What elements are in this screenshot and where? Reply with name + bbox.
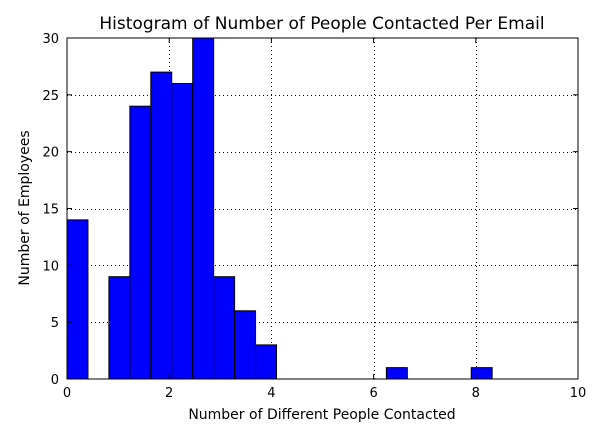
histogram-bar (150, 71, 173, 380)
x-tick-label: 8 (472, 386, 480, 401)
x-tick-label: 6 (369, 386, 377, 401)
histogram-bar (129, 105, 152, 380)
x-axis-label: Number of Different People Contacted (188, 407, 455, 423)
x-tick-label: 0 (63, 386, 71, 401)
y-tick-label: 30 (42, 32, 59, 47)
y-tick-label: 5 (51, 316, 59, 331)
x-axis-ticks: 0 2 4 6 8 10 (63, 38, 586, 401)
y-axis-label: Number of Employees (17, 130, 33, 285)
histogram-bar (255, 344, 278, 380)
x-tick-label: 4 (267, 386, 275, 401)
histogram-bar (66, 219, 89, 380)
y-tick-label: 20 (42, 146, 59, 161)
chart-title: Histogram of Number of People Contacted … (99, 14, 544, 34)
y-tick-label: 10 (42, 259, 59, 274)
y-tick-label: 15 (42, 203, 59, 218)
histogram-bar (108, 276, 131, 380)
histogram-bar (385, 367, 408, 380)
y-axis-ticks: 0 5 10 15 20 25 30 (42, 32, 578, 388)
histogram-bar (192, 37, 215, 380)
histogram-bar (213, 276, 236, 380)
histogram-bar (470, 367, 493, 380)
x-tick-label: 2 (165, 386, 173, 401)
bars-group (66, 37, 493, 380)
histogram-bar (234, 310, 257, 380)
histogram-bar (171, 82, 194, 380)
y-tick-label: 25 (42, 89, 59, 104)
y-tick-label: 0 (51, 373, 59, 388)
x-tick-label: 10 (570, 386, 587, 401)
